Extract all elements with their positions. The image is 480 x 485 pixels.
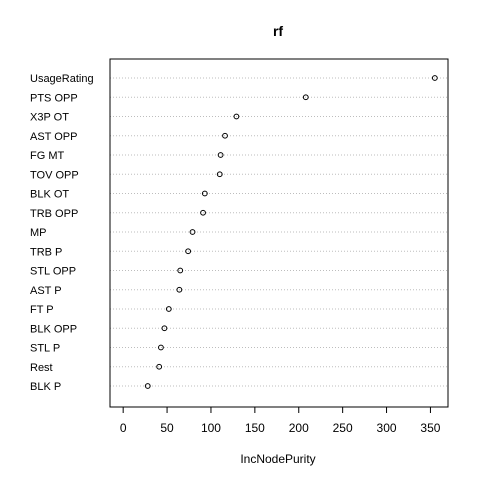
category-label: MP bbox=[30, 227, 47, 239]
chart-title: rf bbox=[273, 23, 283, 39]
category-label: TRB OPP bbox=[30, 208, 78, 220]
x-tick-label: 250 bbox=[333, 421, 353, 435]
x-tick-label: 0 bbox=[120, 421, 127, 435]
x-tick-label: 50 bbox=[160, 421, 174, 435]
plot-frame bbox=[109, 58, 449, 408]
category-label: AST OPP bbox=[30, 131, 77, 143]
category-label: BLK OPP bbox=[30, 323, 77, 335]
x-tick-label: 200 bbox=[289, 421, 309, 435]
data-point bbox=[156, 363, 163, 370]
data-point bbox=[144, 383, 151, 389]
category-label: X3P OT bbox=[30, 112, 69, 124]
data-point bbox=[302, 94, 309, 101]
category-label: PTS OPP bbox=[30, 92, 78, 104]
data-point bbox=[217, 152, 224, 158]
data-point bbox=[161, 325, 168, 332]
category-label: UsageRating bbox=[30, 73, 94, 85]
data-point bbox=[176, 286, 183, 293]
x-tick-label: 150 bbox=[245, 421, 265, 435]
data-point bbox=[233, 113, 240, 120]
data-point bbox=[222, 132, 228, 139]
category-label: BLK OT bbox=[30, 189, 69, 201]
x-tick-label: 350 bbox=[420, 421, 440, 435]
x-tick-label: 300 bbox=[377, 421, 397, 435]
data-point bbox=[158, 344, 164, 351]
category-label: FT P bbox=[30, 304, 54, 316]
category-label: STL OPP bbox=[30, 266, 76, 278]
x-tick-label: 100 bbox=[201, 421, 221, 435]
x-axis: 0 50 100 150 200 250 300 350 bbox=[120, 406, 441, 435]
category-label: FG MT bbox=[30, 150, 64, 162]
category-labels: UsageRating PTS OPP X3P OT AST OPP FG MT TOV … bbox=[30, 73, 94, 393]
category-label: TRB P bbox=[30, 246, 62, 258]
category-label: Rest bbox=[30, 362, 53, 374]
data-points bbox=[144, 75, 438, 389]
data-point bbox=[189, 229, 196, 235]
guide-lines bbox=[110, 77, 448, 387]
data-point bbox=[185, 248, 192, 255]
category-label: TOV OPP bbox=[30, 169, 79, 181]
data-point bbox=[165, 306, 172, 312]
x-axis-title: IncNodePurity bbox=[240, 452, 315, 466]
data-point bbox=[201, 190, 208, 197]
category-label: AST P bbox=[30, 285, 62, 297]
data-point bbox=[431, 75, 438, 81]
category-label: BLK P bbox=[30, 381, 61, 393]
category-label: STL P bbox=[30, 343, 60, 355]
data-point bbox=[177, 267, 184, 274]
data-point bbox=[216, 171, 223, 178]
data-point bbox=[200, 209, 206, 216]
